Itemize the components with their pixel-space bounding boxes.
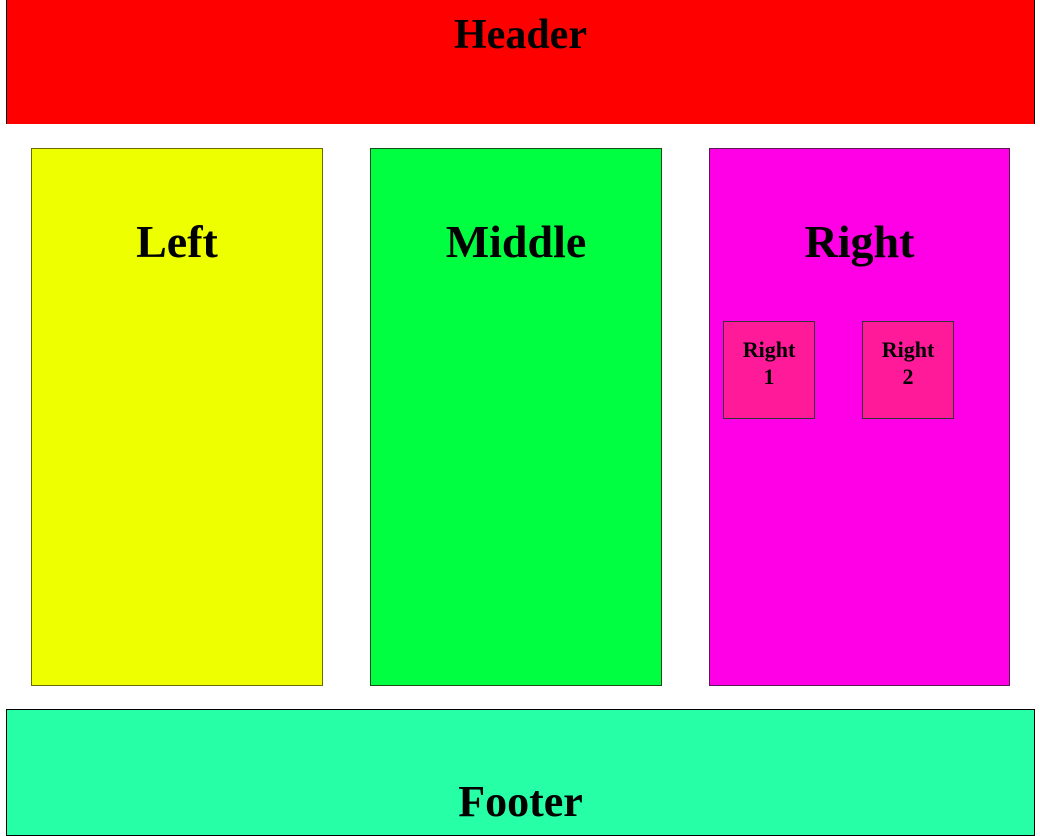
right-panel-title: Right [804,216,915,267]
right-sub-box-1-label: Right [742,337,796,362]
footer-section: Footer [6,709,1035,836]
left-panel: Left [31,148,323,686]
footer-title: Footer [458,777,583,826]
header-title: Header [454,12,587,58]
header-section: Header [6,0,1035,125]
middle-panel-title: Middle [445,216,587,267]
right-sub-box-2-label: Right [881,337,935,362]
middle-panel: Middle [370,148,662,686]
right-sub-box-2: Right 2 [862,321,954,419]
left-panel-title: Left [136,216,218,267]
right-sub-box-2-number: 2 [902,364,914,389]
right-sub-box-1-number: 1 [763,364,775,389]
right-sub-box-1: Right 1 [723,321,815,419]
